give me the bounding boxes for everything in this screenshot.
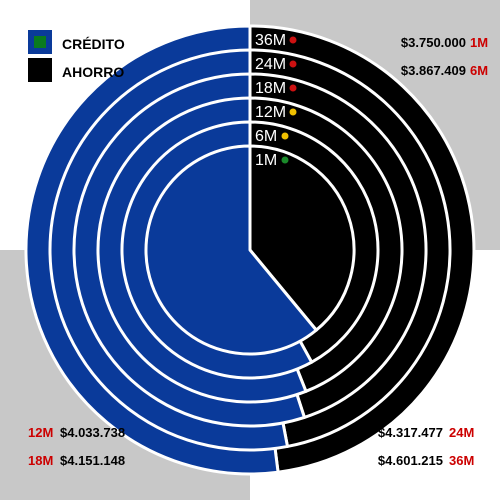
annotation-term: 36M — [449, 453, 474, 468]
ring-label-12M: 12M — [255, 104, 286, 121]
legend: CRÉDITO AHORRO — [28, 30, 125, 82]
annotation-value: $4.151.148 — [60, 453, 125, 468]
legend-label-ahorro: AHORRO — [62, 64, 124, 80]
annotations-bottom-right: $4.317.477 24M $4.601.215 36M — [378, 425, 474, 468]
ring-labels-group: 1M 6M 12M 18M 24M 36M — [255, 32, 297, 169]
annotation-value: $4.033.738 — [60, 425, 125, 440]
ring-label-6M: 6M — [255, 128, 277, 145]
ring-label-36M: 36M — [255, 32, 286, 49]
annotation-term: 1M — [470, 35, 488, 50]
ring-status-dot-18M — [289, 84, 297, 92]
annotation-value: $4.601.215 — [378, 453, 443, 468]
annotation-term: 12M — [28, 425, 53, 440]
annotation-term: 18M — [28, 453, 53, 468]
annotation-value: $3.867.409 — [401, 63, 466, 78]
ring-1M-ahorro-slice — [248, 144, 356, 332]
annotation-value: $3.750.000 — [401, 35, 466, 50]
ring-status-dot-1M — [281, 156, 289, 164]
annotation-term: 6M — [470, 63, 488, 78]
ring-label-1M: 1M — [255, 152, 277, 169]
annotations-bottom-left: 12M $4.033.738 18M $4.151.148 — [28, 425, 125, 468]
rings-group — [24, 24, 476, 476]
annotations-top-right: $3.750.000 1M $3.867.409 6M — [401, 35, 488, 78]
ring-status-dot-12M — [289, 108, 297, 116]
ring-status-dot-36M — [289, 36, 297, 44]
ring-label-18M: 18M — [255, 80, 286, 97]
annotation-value: $4.317.477 — [378, 425, 443, 440]
annotation-term: 24M — [449, 425, 474, 440]
legend-swatch-credito — [34, 36, 46, 48]
ring-status-dot-6M — [281, 132, 289, 140]
ring-1M-credito-slice — [144, 144, 318, 356]
ring-status-dot-24M — [289, 60, 297, 68]
legend-box-ahorro — [28, 58, 52, 82]
legend-label-credito: CRÉDITO — [62, 36, 125, 52]
ring-label-24M: 24M — [255, 56, 286, 73]
